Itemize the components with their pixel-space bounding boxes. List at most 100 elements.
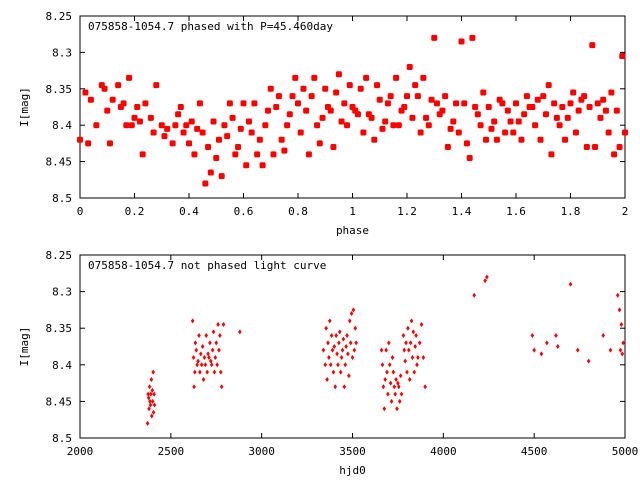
- phased-data-point: [267, 85, 274, 92]
- unphased-data-point: [209, 362, 214, 368]
- unphased-data-point: [218, 333, 222, 339]
- unphased-data-point: [201, 376, 206, 382]
- phased-y-tick-label: 8.35: [46, 83, 73, 96]
- phased-light-curve-panel: 0 0.2 0.4 0.6 0.8 1 1.2 1.4 1.6 1.8 2 8.25 8.3 8.35 8.…: [18, 10, 628, 237]
- phased-data-point: [115, 82, 122, 89]
- unphased-data-point: [379, 347, 384, 353]
- phased-data-point: [87, 96, 94, 103]
- phased-data-point: [594, 100, 601, 107]
- unphased-data-point: [149, 413, 154, 419]
- unphased-data-point: [192, 384, 196, 390]
- unphased-data-point: [555, 344, 560, 349]
- unphased-data-point: [215, 362, 219, 368]
- unphased-data-point: [327, 318, 332, 324]
- phased-data-point: [338, 118, 345, 125]
- unphased-data-point: [216, 322, 220, 328]
- phased-data-point: [273, 104, 280, 110]
- unphased-data-point: [608, 347, 613, 353]
- unphased-data-point: [350, 354, 355, 360]
- phased-data-point: [297, 129, 304, 136]
- phased-data-point: [379, 125, 386, 132]
- phased-data-point: [521, 111, 528, 118]
- unphased-data-point: [342, 384, 347, 390]
- phased-data-point: [229, 114, 236, 121]
- unphased-x-tick-label: 3500: [339, 445, 366, 458]
- unphased-data-point: [333, 384, 338, 390]
- phased-data-point: [327, 107, 334, 114]
- phased-data-point: [431, 34, 438, 41]
- phased-data-point: [254, 151, 261, 158]
- phased-x-axis-label: phase: [336, 224, 369, 237]
- phased-data-point: [393, 74, 400, 81]
- unphased-data-point: [554, 333, 558, 339]
- unphased-data-point: [383, 376, 387, 382]
- phased-data-point: [589, 42, 596, 49]
- phased-data-point: [284, 122, 291, 129]
- unphased-data-point: [411, 329, 416, 335]
- unphased-data-point: [618, 347, 623, 353]
- unphased-data-point: [413, 344, 417, 349]
- unphased-data-point: [407, 347, 411, 353]
- phased-ticks: 0 0.2 0.4 0.6 0.8 1 1.2 1.4 1.6 1.8 2 8.25 8.3 8.35 8.…: [46, 10, 629, 218]
- unphased-data-point: [338, 369, 343, 375]
- phased-data-point: [374, 82, 381, 89]
- phased-data-point: [180, 129, 187, 136]
- unphased-data-point: [347, 318, 352, 324]
- phased-data-point: [518, 136, 525, 143]
- phased-data-point: [444, 144, 451, 151]
- phased-data-point: [147, 114, 154, 121]
- phased-x-tick-label: 0: [77, 205, 84, 218]
- unphased-data-point: [407, 376, 412, 382]
- unphased-data-point: [329, 333, 334, 339]
- phased-data-point: [458, 38, 465, 45]
- phased-data-point: [414, 93, 421, 100]
- unphased-data-point: [213, 354, 218, 360]
- phased-data-point: [224, 133, 231, 140]
- phased-data-point: [308, 93, 315, 100]
- phased-data-point: [382, 118, 389, 125]
- unphased-data-point: [412, 369, 417, 375]
- phased-data-point: [493, 136, 500, 143]
- unphased-data-point: [423, 384, 427, 390]
- phased-data-point: [540, 93, 547, 100]
- unphased-data-point: [193, 340, 198, 346]
- phased-data-point: [474, 111, 481, 118]
- phased-data-point: [570, 89, 577, 96]
- unphased-data-point: [415, 362, 419, 368]
- unphased-data-point: [204, 333, 209, 339]
- phased-data-point: [153, 82, 160, 89]
- phased-data-point: [262, 122, 269, 129]
- phased-data-point: [532, 122, 539, 129]
- phased-y-axis-label: I[mag]: [18, 87, 31, 127]
- unphased-data-point: [346, 351, 350, 357]
- phased-data-point: [605, 129, 612, 136]
- unphased-data-point: [532, 347, 536, 353]
- phased-data-point: [376, 96, 383, 103]
- phased-data-point: [583, 144, 590, 151]
- phased-data-point: [232, 151, 239, 158]
- phased-data-point: [480, 89, 487, 96]
- phased-data-point: [251, 100, 258, 107]
- unphased-data-point: [217, 347, 221, 353]
- phased-data-point: [368, 114, 375, 121]
- unphased-data-point: [384, 347, 388, 353]
- unphased-data-point: [617, 307, 622, 313]
- phased-data-point: [611, 151, 618, 158]
- unphased-data-point: [404, 340, 408, 346]
- phased-data-point: [461, 100, 468, 107]
- phased-data-point: [292, 74, 299, 81]
- phased-data-point: [597, 114, 604, 121]
- unphased-data-point: [392, 384, 397, 390]
- phased-data-point: [354, 111, 361, 118]
- unphased-data-point: [417, 340, 422, 346]
- phased-data-point: [592, 144, 599, 151]
- unphased-data-point: [148, 398, 152, 404]
- unphased-data-point: [586, 358, 591, 364]
- phased-data-point: [82, 89, 89, 96]
- phased-data-point: [401, 104, 408, 110]
- phased-data-point: [542, 111, 549, 118]
- unphased-data-point: [530, 333, 535, 339]
- unphased-data-point: [348, 340, 353, 346]
- unphased-data-point: [219, 384, 224, 390]
- phased-data-point: [281, 147, 288, 154]
